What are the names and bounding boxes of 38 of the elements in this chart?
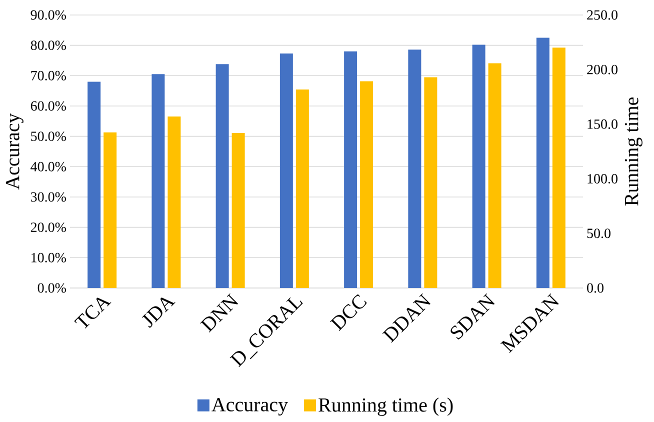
y-tick-label: 20.0% — [30, 222, 66, 232]
bar — [552, 48, 566, 288]
y-tick-label: 80.0% — [30, 40, 66, 50]
bar — [232, 133, 245, 288]
bar — [216, 64, 229, 288]
bar — [536, 38, 550, 288]
y2-tick-label: 250.0 — [587, 10, 618, 20]
bar — [344, 51, 358, 288]
bar — [488, 63, 502, 288]
y-tick-label: 10.0% — [32, 252, 66, 262]
y2-tick-label: 0.0 — [587, 283, 604, 293]
bar — [88, 82, 101, 288]
legend-label: Accuracy — [212, 398, 288, 416]
y2-tick-label: 200.0 — [587, 64, 618, 74]
y-tick-label: 60.0% — [30, 101, 66, 111]
legend-label: Running time (s) — [318, 398, 453, 416]
x-tick-label: JDA — [142, 298, 176, 328]
y2-axis-title: Running time — [624, 97, 642, 206]
y2-tick-label: 100.0 — [588, 174, 618, 184]
y-tick-label: 30.0% — [30, 192, 66, 202]
y2-tick-label: 150.0 — [588, 119, 618, 129]
bar — [408, 50, 422, 288]
bar — [104, 132, 117, 288]
bar — [472, 44, 486, 288]
y2-tick-label: 50.0 — [587, 228, 610, 238]
bar — [152, 74, 165, 288]
y-axis-title: Accuracy — [6, 113, 24, 190]
y-tick-label: 90.0% — [30, 10, 66, 20]
x-tick-label: TCA — [74, 298, 112, 328]
bar — [296, 89, 309, 288]
bar — [280, 54, 293, 288]
bar — [168, 116, 181, 288]
bar — [424, 77, 438, 288]
y-tick-label: 50.0% — [31, 132, 66, 142]
y-tick-label: 70.0% — [31, 70, 66, 80]
bar — [360, 81, 374, 288]
y-tick-label: 40.0% — [30, 162, 66, 172]
y-tick-label: 0.0% — [38, 283, 66, 293]
